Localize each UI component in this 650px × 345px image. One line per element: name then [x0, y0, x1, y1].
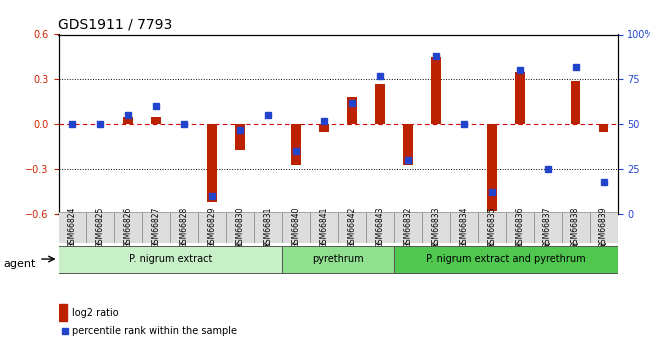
Text: GSM66836: GSM66836: [515, 215, 524, 265]
FancyBboxPatch shape: [562, 212, 590, 243]
Text: agent: agent: [3, 259, 36, 269]
FancyBboxPatch shape: [506, 212, 534, 243]
FancyBboxPatch shape: [282, 212, 310, 243]
Text: GSM66830: GSM66830: [236, 215, 244, 265]
Text: GSM66825: GSM66825: [96, 207, 105, 248]
Text: GSM66829: GSM66829: [208, 215, 216, 264]
Text: GSM66834: GSM66834: [460, 215, 468, 264]
Text: GDS1911 / 7793: GDS1911 / 7793: [58, 18, 173, 32]
Bar: [151, 117, 161, 124]
Bar: [599, 124, 608, 132]
Bar: [235, 124, 245, 150]
Bar: [58, 304, 67, 321]
Text: GSM66832: GSM66832: [404, 207, 412, 248]
Text: GSM66837: GSM66837: [543, 215, 552, 265]
Text: GSM66831: GSM66831: [264, 207, 272, 248]
Text: GSM66841: GSM66841: [320, 215, 328, 264]
Bar: [375, 84, 385, 124]
Text: GSM66830: GSM66830: [236, 207, 244, 248]
Bar: [207, 124, 217, 202]
FancyBboxPatch shape: [534, 212, 562, 243]
FancyBboxPatch shape: [58, 246, 282, 273]
Text: GSM66840: GSM66840: [292, 207, 300, 248]
Text: GSM66828: GSM66828: [180, 215, 188, 264]
Bar: [431, 57, 441, 124]
Text: GSM66835: GSM66835: [488, 215, 496, 265]
Text: GSM66838: GSM66838: [571, 207, 580, 248]
Text: GSM66832: GSM66832: [404, 215, 412, 264]
FancyBboxPatch shape: [478, 212, 506, 243]
FancyBboxPatch shape: [254, 212, 282, 243]
Bar: [347, 97, 357, 124]
FancyBboxPatch shape: [86, 212, 114, 243]
Text: pyrethrum: pyrethrum: [312, 254, 364, 264]
Text: GSM66833: GSM66833: [432, 207, 440, 248]
Text: GSM66842: GSM66842: [348, 207, 356, 248]
Text: GSM66839: GSM66839: [599, 215, 608, 265]
Text: GSM66829: GSM66829: [208, 207, 216, 248]
Text: GSM66843: GSM66843: [376, 207, 384, 248]
Text: GSM66839: GSM66839: [599, 207, 608, 248]
Text: GSM66825: GSM66825: [96, 215, 105, 264]
FancyBboxPatch shape: [394, 246, 618, 273]
Text: GSM66834: GSM66834: [460, 207, 468, 248]
FancyBboxPatch shape: [198, 212, 226, 243]
FancyBboxPatch shape: [590, 212, 618, 243]
Text: percentile rank within the sample: percentile rank within the sample: [72, 326, 237, 336]
Text: GSM66827: GSM66827: [152, 215, 161, 264]
FancyBboxPatch shape: [422, 212, 450, 243]
Text: GSM66837: GSM66837: [543, 207, 552, 248]
Text: GSM66824: GSM66824: [68, 207, 77, 248]
FancyBboxPatch shape: [58, 212, 86, 243]
Text: GSM66831: GSM66831: [264, 215, 272, 265]
Bar: [291, 124, 301, 165]
Text: GSM66836: GSM66836: [515, 207, 524, 248]
Bar: [571, 81, 580, 124]
Bar: [487, 124, 497, 211]
Text: GSM66838: GSM66838: [571, 215, 580, 265]
Text: GSM66843: GSM66843: [376, 215, 384, 264]
Text: GSM66824: GSM66824: [68, 215, 77, 264]
Text: GSM66841: GSM66841: [320, 207, 328, 248]
Bar: [515, 72, 525, 124]
Bar: [319, 124, 329, 132]
FancyBboxPatch shape: [282, 246, 394, 273]
Text: log2 ratio: log2 ratio: [72, 308, 119, 317]
Text: GSM66828: GSM66828: [180, 207, 188, 248]
FancyBboxPatch shape: [394, 212, 422, 243]
Text: P. nigrum extract: P. nigrum extract: [129, 254, 212, 264]
Bar: [124, 117, 133, 124]
Bar: [403, 124, 413, 165]
FancyBboxPatch shape: [450, 212, 478, 243]
Text: GSM66826: GSM66826: [124, 215, 133, 264]
FancyBboxPatch shape: [338, 212, 366, 243]
FancyBboxPatch shape: [310, 212, 338, 243]
Text: GSM66842: GSM66842: [348, 215, 356, 264]
FancyBboxPatch shape: [366, 212, 394, 243]
FancyBboxPatch shape: [226, 212, 254, 243]
FancyBboxPatch shape: [170, 212, 198, 243]
FancyBboxPatch shape: [114, 212, 142, 243]
Text: GSM66826: GSM66826: [124, 207, 133, 248]
FancyBboxPatch shape: [142, 212, 170, 243]
Text: GSM66833: GSM66833: [432, 215, 440, 265]
Text: GSM66827: GSM66827: [152, 207, 161, 248]
Text: P. nigrum extract and pyrethrum: P. nigrum extract and pyrethrum: [426, 254, 586, 264]
Text: GSM66835: GSM66835: [488, 207, 496, 248]
Text: GSM66840: GSM66840: [292, 215, 300, 264]
